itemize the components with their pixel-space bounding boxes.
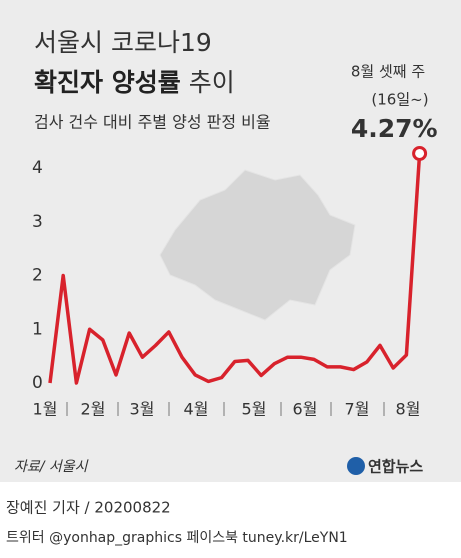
value-label: 4.27% bbox=[351, 114, 438, 143]
title: 서울시 코로나19 bbox=[34, 28, 212, 57]
y-tick-label: 0 bbox=[32, 373, 43, 393]
annotation: (16일~) bbox=[371, 91, 428, 109]
subtitle: 검사 건수 대비 주별 양성 판정 비율 bbox=[34, 113, 271, 132]
title-bold: 확진자 양성률 bbox=[34, 68, 181, 97]
x-tick-label: 2월 bbox=[81, 400, 106, 419]
y-tick-label: 4 bbox=[32, 158, 43, 178]
title-line2: 확진자 양성률 추이 bbox=[34, 68, 235, 97]
byline: 장예진 기자 / 20200822 bbox=[6, 499, 171, 517]
logo-icon bbox=[347, 457, 365, 475]
logo: 연합뉴스 bbox=[368, 458, 423, 476]
source: 자료/ 서울시 bbox=[14, 459, 89, 475]
y-tick-label: 3 bbox=[32, 212, 43, 232]
x-tick-label: 5월 bbox=[242, 400, 267, 419]
x-tick-label: 6월 bbox=[293, 400, 318, 419]
x-tick-label: 8월 bbox=[396, 400, 421, 419]
x-tick-label: 1월 bbox=[33, 400, 58, 419]
annotation: 8월 셋째 주 bbox=[351, 63, 425, 81]
x-tick-label: 4월 bbox=[184, 400, 209, 419]
title-rest: 추이 bbox=[189, 68, 235, 97]
y-tick-label: 2 bbox=[32, 266, 43, 286]
end-marker bbox=[412, 145, 428, 161]
x-tick-label: 7월 bbox=[345, 400, 370, 419]
x-tick-label: 3월 bbox=[130, 400, 155, 419]
line bbox=[48, 153, 422, 385]
social: 트위터 @yonhap_graphics 페이스북 tuney.kr/LeYN1 bbox=[6, 530, 348, 546]
y-tick-label: 1 bbox=[32, 319, 43, 339]
seoul-map bbox=[159, 169, 356, 321]
